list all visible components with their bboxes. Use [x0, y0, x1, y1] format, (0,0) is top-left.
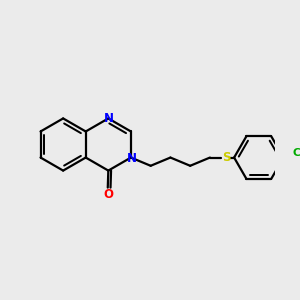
Text: N: N — [104, 112, 114, 125]
Text: Cl: Cl — [293, 148, 300, 158]
Text: O: O — [103, 188, 113, 201]
Text: N: N — [127, 152, 137, 165]
Text: S: S — [222, 151, 231, 164]
